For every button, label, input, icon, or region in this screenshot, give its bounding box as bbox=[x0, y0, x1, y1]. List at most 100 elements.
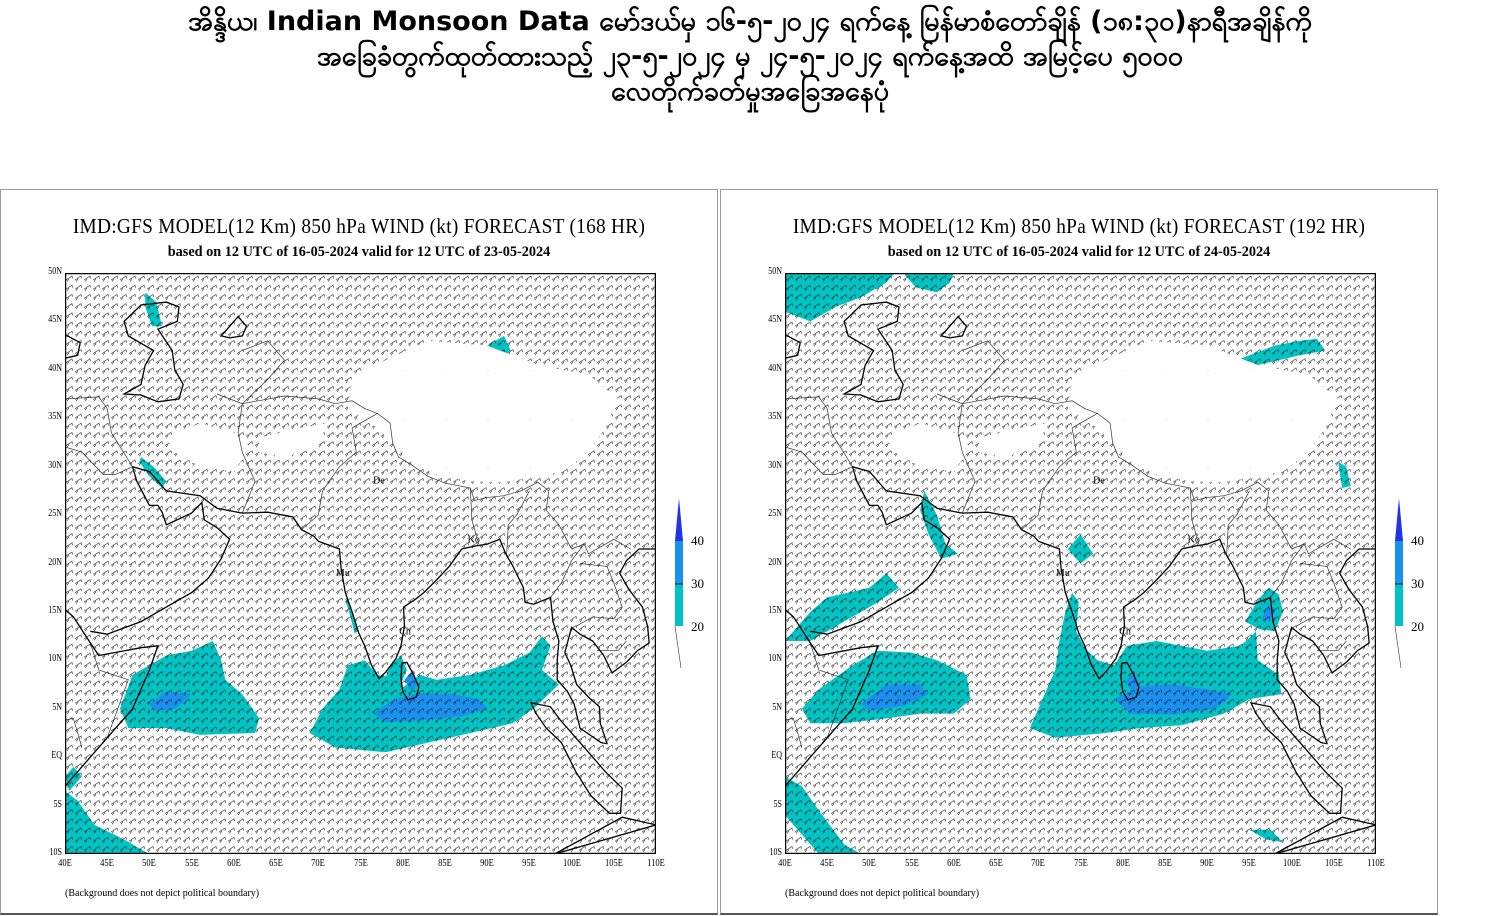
colorbar-label: 40 bbox=[691, 533, 704, 548]
y-tick-label: 15N bbox=[768, 604, 782, 616]
colorbar-segment-20-30 bbox=[1395, 584, 1403, 626]
title-line-1: အိန္ဒိယ၊ Indian Monsoon Data မော်ဒယ်မှ ၁… bbox=[188, 6, 1312, 37]
map-plot: De Ko Mu Ch bbox=[785, 273, 1376, 854]
x-tick-label: 55E bbox=[184, 858, 199, 869]
x-tick-label: 80E bbox=[395, 858, 410, 869]
y-tick-label: EQ bbox=[771, 750, 782, 762]
chart-title: IMD:GFS MODEL(12 Km) 850 hPa WIND (kt) F… bbox=[72, 214, 646, 238]
x-tick-label: 40E bbox=[58, 858, 72, 869]
coastline bbox=[529, 702, 623, 814]
city-label: Mu bbox=[1056, 568, 1070, 579]
border-line bbox=[1270, 543, 1305, 598]
city-label: De bbox=[373, 475, 385, 486]
border-line bbox=[785, 717, 803, 748]
colorbar bbox=[674, 498, 683, 669]
coastline bbox=[785, 335, 801, 359]
colorbar-segment-20-30 bbox=[675, 584, 683, 626]
coastline bbox=[1249, 702, 1343, 814]
forecast-panel-168hr: IMD:GFS MODEL(12 Km) 850 hPa WIND (kt) F… bbox=[0, 189, 718, 915]
x-tick-label: 80E bbox=[1115, 858, 1130, 869]
colorbar-segment-30-40 bbox=[675, 541, 683, 584]
city-label: De bbox=[1093, 475, 1105, 486]
x-tick-label: 40E bbox=[778, 858, 792, 869]
border-line bbox=[785, 446, 853, 475]
border-line bbox=[596, 640, 627, 652]
coastline bbox=[65, 335, 81, 359]
border-line bbox=[89, 642, 129, 738]
title-line-2: အခြေခံတွက်ထုတ်ထားသည့် ၂၃-၅-၂၀၂၄ မှ ၂၄-၅-… bbox=[317, 41, 1183, 72]
x-tick-label: 90E bbox=[480, 858, 494, 869]
border-line bbox=[301, 413, 378, 530]
border-line bbox=[1021, 413, 1098, 530]
border-line bbox=[936, 340, 1005, 405]
page-title: အိန္ဒိယ၊ Indian Monsoon Data မော်ဒယ်မှ ၁… bbox=[0, 4, 1500, 109]
border-line bbox=[550, 543, 585, 598]
y-tick-label: 20N bbox=[48, 556, 62, 568]
y-tick-label: 10N bbox=[48, 653, 62, 665]
coastline bbox=[1274, 816, 1376, 854]
coastline bbox=[400, 661, 420, 701]
border-line bbox=[809, 642, 849, 738]
border-line bbox=[1226, 490, 1250, 556]
border-line bbox=[785, 396, 853, 467]
x-tick-label: 90E bbox=[1200, 858, 1214, 869]
border-line bbox=[957, 403, 976, 514]
y-tick-label: 45N bbox=[768, 314, 782, 326]
coastline bbox=[121, 301, 184, 403]
y-tick-label: 10S bbox=[49, 847, 62, 858]
chart-title: IMD:GFS MODEL(12 Km) 850 hPa WIND (kt) F… bbox=[792, 214, 1366, 238]
y-tick-label: 30N bbox=[768, 459, 782, 471]
x-tick-label: 50E bbox=[862, 858, 877, 869]
title-line-3: လေတိုက်ခတ်မှုအခြေအနေပုံ bbox=[610, 76, 890, 107]
x-tick-label: 45E bbox=[100, 858, 115, 869]
x-tick-label: 45E bbox=[820, 858, 835, 869]
border-line bbox=[1189, 487, 1200, 545]
border-line bbox=[237, 403, 256, 514]
x-tick-label: 75E bbox=[353, 858, 368, 869]
city-label: Mu bbox=[336, 568, 350, 579]
coastline bbox=[132, 466, 656, 745]
city-label: Ch bbox=[399, 626, 411, 637]
x-tick-label: 65E bbox=[269, 858, 283, 869]
x-tick-label: 100E bbox=[1282, 858, 1301, 869]
y-tick-label: 35N bbox=[768, 411, 782, 423]
boundary-note: (Background does not depict political bo… bbox=[65, 888, 260, 899]
x-tick-label: 85E bbox=[438, 858, 452, 869]
boundary-note: (Background does not depict political bo… bbox=[785, 888, 980, 899]
y-tick-label: 50N bbox=[48, 266, 62, 277]
colorbar-segment-30-40 bbox=[1395, 541, 1403, 584]
x-tick-label: 105E bbox=[1324, 858, 1343, 869]
border-line bbox=[1295, 563, 1343, 627]
x-tick-label: 105E bbox=[604, 858, 623, 869]
y-tick-label: 25N bbox=[48, 508, 62, 520]
x-tick-label: 65E bbox=[989, 858, 1003, 869]
city-label: Ko bbox=[1188, 534, 1200, 545]
border-line bbox=[65, 717, 83, 748]
y-tick-label: 10N bbox=[768, 653, 782, 665]
x-tick-label: 110E bbox=[1367, 858, 1385, 869]
border-line bbox=[469, 487, 480, 545]
x-tick-label: 85E bbox=[1158, 858, 1172, 869]
x-tick-label: 70E bbox=[311, 858, 326, 869]
border-line bbox=[216, 340, 285, 405]
coastline bbox=[90, 466, 231, 635]
x-tick-label: 60E bbox=[946, 858, 961, 869]
y-tick-label: 35N bbox=[48, 411, 62, 423]
colorbar-label: 30 bbox=[1411, 576, 1424, 591]
coastline bbox=[1120, 661, 1140, 701]
coastline bbox=[841, 301, 904, 403]
city-label: Ko bbox=[468, 534, 480, 545]
colorbar-label: 20 bbox=[691, 619, 704, 634]
border-line bbox=[65, 446, 133, 475]
x-tick-label: 70E bbox=[1031, 858, 1046, 869]
x-tick-label: 100E bbox=[562, 858, 581, 869]
border-line bbox=[65, 396, 133, 467]
colorbar bbox=[1394, 498, 1403, 669]
y-tick-label: 5S bbox=[53, 798, 62, 810]
y-tick-label: 15N bbox=[48, 604, 62, 616]
city-label: Ch bbox=[1119, 626, 1131, 637]
y-tick-label: 50N bbox=[768, 266, 782, 277]
forecast-panel-192hr: IMD:GFS MODEL(12 Km) 850 hPa WIND (kt) F… bbox=[720, 189, 1438, 915]
y-tick-label: 5N bbox=[772, 701, 782, 713]
y-tick-label: 25N bbox=[768, 508, 782, 520]
